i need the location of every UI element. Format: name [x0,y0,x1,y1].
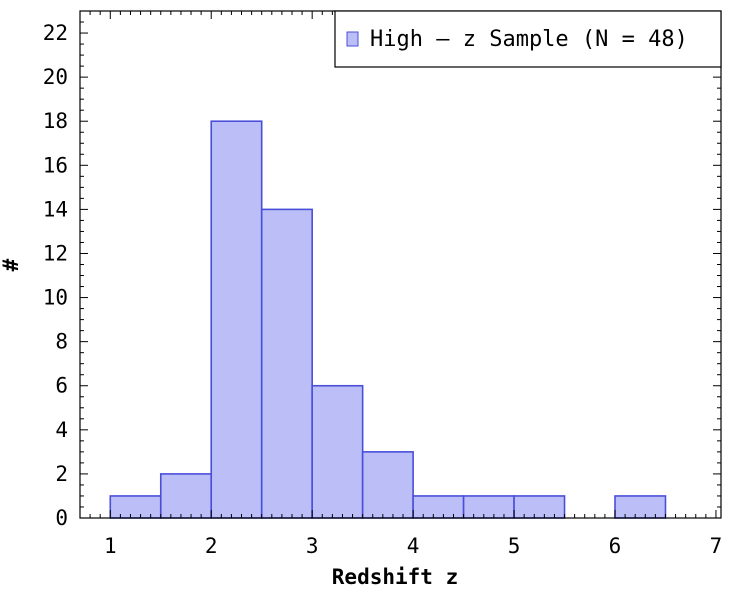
histogram-bar-6 [412,495,465,519]
histogram-bar-4 [311,384,364,519]
histogram-bar-0 [109,495,162,519]
x-tick-label: 2 [205,534,218,558]
legend-swatch [346,31,359,47]
histogram-bar-8 [513,495,566,519]
y-axis-ticks: 0 2 4 6 8 10 12 14 16 18 20 22 [43,10,721,530]
x-tick-label: 6 [609,534,622,558]
y-tick-label: 10 [43,286,68,310]
y-tick-label: 20 [43,65,68,89]
x-axis-title: Redshift z [332,565,458,589]
histogram-bar-5 [361,451,414,519]
x-tick-label: 1 [104,534,117,558]
y-tick-label: 22 [43,21,68,45]
legend: High — z Sample (N = 48) [334,10,722,68]
legend-box [334,10,722,68]
y-tick-label: 12 [43,241,68,265]
histogram-bar-1 [159,473,213,519]
y-tick-label: 8 [55,330,68,354]
y-tick-label: 2 [55,462,68,486]
x-tick-label: 3 [306,534,319,558]
y-tick-label: 16 [43,153,68,177]
y-tick-label: 14 [43,197,68,221]
y-tick-label: 0 [55,506,68,530]
histogram-bar-2 [210,120,263,519]
histogram-bar-7 [462,495,515,519]
legend-label: High — z Sample (N = 48) [370,27,688,52]
y-tick-label: 6 [55,374,68,398]
plot-frame [79,10,722,519]
x-tick-label: 5 [508,534,521,558]
x-tick-label: 4 [407,534,420,558]
histogram-bars [109,120,667,519]
y-tick-label: 18 [43,109,68,133]
histogram-bar-3 [260,208,313,519]
histogram-bar-10 [614,495,667,519]
x-tick-label: 7 [710,534,723,558]
y-axis-title: # [0,258,23,271]
y-tick-label: 4 [55,418,68,442]
